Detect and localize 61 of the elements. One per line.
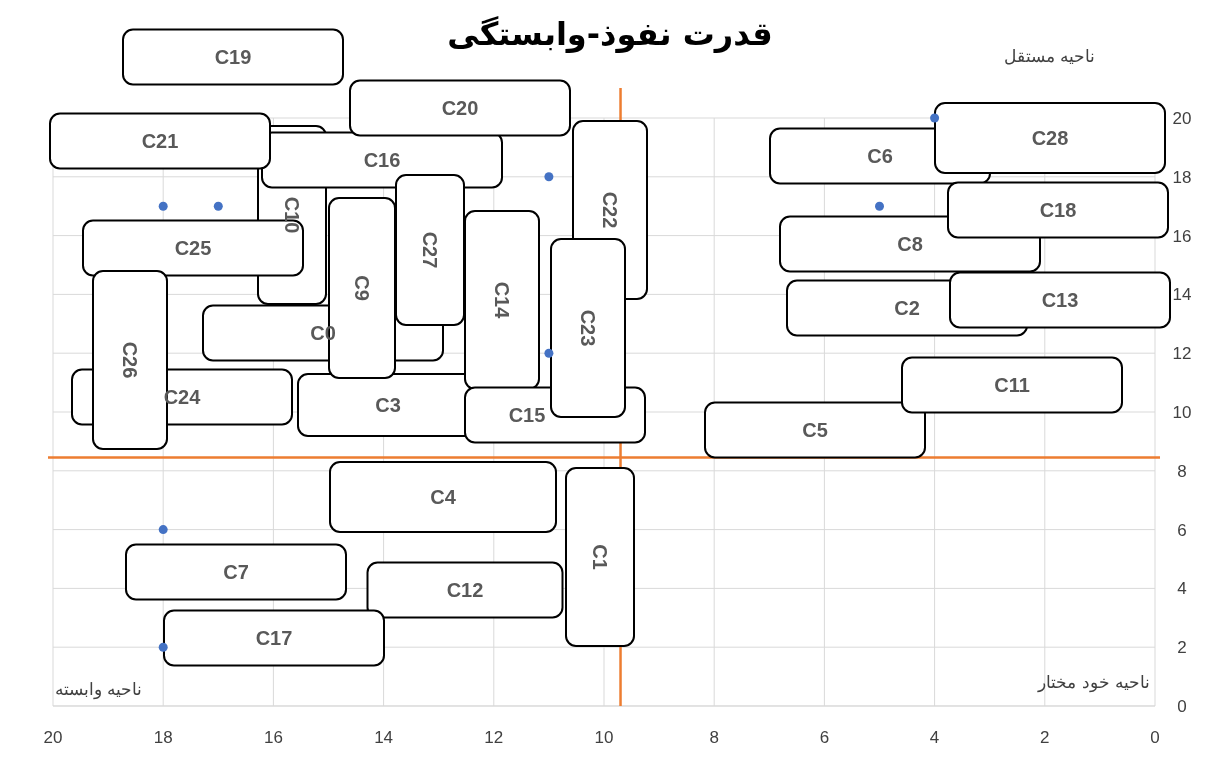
annotation: C28 [1031,127,1069,149]
y-tick-label: 0 [1177,697,1187,716]
point [213,201,223,211]
y-tick-label: 4 [1177,579,1187,599]
y-tick-label: 20 [1172,109,1192,128]
x-tick-label: 10 [594,728,614,747]
annotation: C4 [430,486,457,508]
x-tick-label: 0 [1150,728,1160,747]
annotation: C14 [491,281,513,320]
annotation: C15 [508,404,546,426]
point [158,525,168,535]
annotation: C9 [351,275,373,301]
y-tick-label: 18 [1172,167,1192,187]
y-tick-label: 6 [1177,520,1187,540]
x-tick-label: 2 [1040,728,1050,747]
point [544,172,554,182]
x-tick-label: 16 [263,728,283,747]
annotation: C25 [174,237,212,259]
y-tick-label: 12 [1172,344,1192,364]
annotation: C10 [281,196,303,234]
annotation: ناحیه وابسته [55,679,143,700]
x-tick-label: 8 [709,728,719,747]
annotation: C16 [363,149,401,171]
annotation: C7 [223,561,249,583]
chart-title: قدرت نفوذ-وابستگی [447,15,773,53]
annotation: ناحیه خود مختار [1037,672,1150,693]
y-tick-label: 10 [1172,403,1192,422]
annotation: C22 [599,191,621,229]
annotation: C6 [867,145,893,167]
annotation: C26 [119,341,141,379]
y-tick-label: 8 [1177,461,1187,481]
annotation: C5 [802,419,828,441]
annotation: C11 [994,374,1030,396]
y-tick-label: 2 [1177,638,1187,658]
x-tick-label: 18 [153,728,173,747]
annotation: C12 [446,579,484,601]
point [930,113,940,123]
annotation: C18 [1039,199,1077,221]
y-tick-label: 14 [1172,285,1192,305]
x-tick-label: 12 [484,728,504,747]
annotation: C20 [441,97,479,119]
annotation: C23 [577,309,599,347]
annotation: C17 [255,627,293,649]
text: C19 [214,46,252,68]
x-tick-label: 4 [929,728,940,747]
point [544,348,554,358]
point [875,201,884,211]
annotation: C13 [1041,289,1079,311]
annotation: C21 [141,130,179,152]
x-tick-label: 14 [374,728,394,747]
point [158,201,168,211]
annotation: C8 [897,233,923,255]
annotation: C2 [894,297,920,319]
x-tick-label: 6 [819,728,830,747]
x-tick-label: 20 [43,728,63,747]
text: ناحیه مستقل [1003,46,1095,66]
annotation: C3 [375,394,401,416]
annotation: C27 [419,231,441,269]
y-tick-label: 16 [1172,226,1192,246]
annotation: C1 [589,544,611,570]
point [158,642,168,652]
